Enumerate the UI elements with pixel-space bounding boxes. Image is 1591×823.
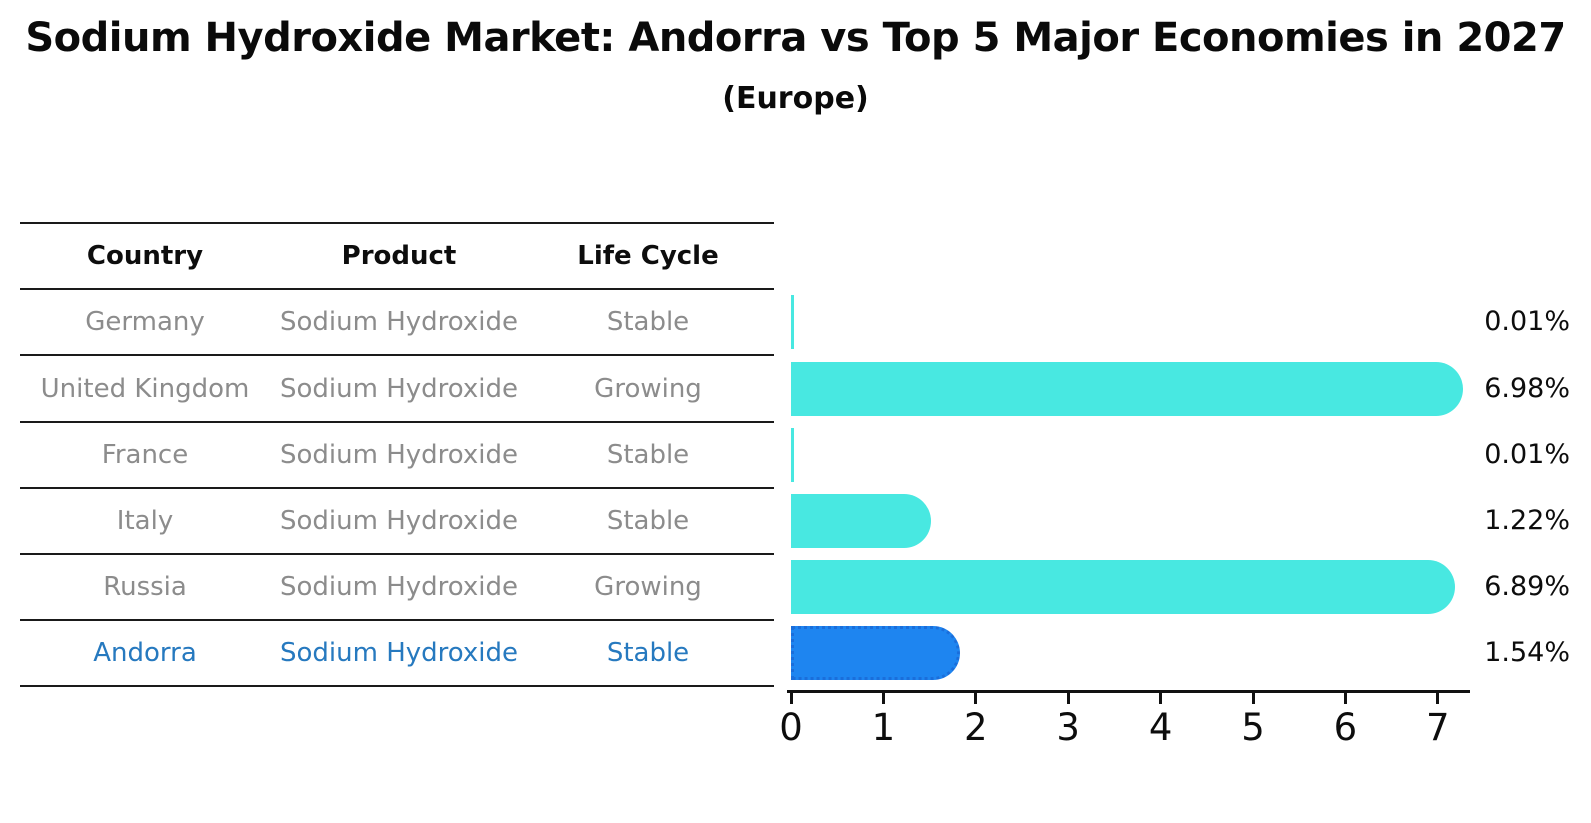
x-axis-tick-label: 1 — [871, 706, 896, 749]
bar-andorra — [791, 626, 961, 681]
bar-germany — [791, 295, 794, 350]
table-rule — [20, 420, 774, 423]
x-axis-tick — [1159, 693, 1163, 704]
cell-country: Germany — [85, 307, 205, 338]
bar-united-kingdom — [791, 361, 1463, 416]
cell-life-cycle: Growing — [594, 572, 702, 603]
cell-product: Sodium Hydroxide — [280, 505, 518, 536]
table-rule — [20, 619, 774, 622]
cell-country: France — [101, 439, 189, 470]
table-rule — [20, 486, 774, 489]
bar-value-label: 6.89% — [1484, 571, 1570, 603]
cell-country: Andorra — [93, 638, 197, 669]
x-axis-line — [787, 690, 1470, 693]
table-rule — [20, 354, 774, 357]
x-axis-tick-label: 5 — [1241, 706, 1265, 749]
x-axis-tick — [1343, 693, 1347, 704]
bar-italy — [791, 493, 931, 548]
x-axis-tick — [881, 693, 885, 704]
bar-value-label: 6.98% — [1484, 372, 1570, 404]
x-axis-tick — [1251, 693, 1255, 704]
table-rule — [20, 553, 774, 555]
bar-russia — [791, 560, 1455, 615]
cell-life-cycle: Growing — [594, 373, 702, 404]
chart-subtitle: (Europe) — [722, 81, 869, 116]
cell-product: Sodium Hydroxide — [280, 638, 518, 669]
x-axis-tick-label: 0 — [779, 706, 803, 749]
bar-value-label: 0.01% — [1484, 438, 1570, 470]
cell-product: Sodium Hydroxide — [280, 572, 518, 603]
x-axis-tick — [1436, 693, 1440, 704]
bar-value-label: 0.01% — [1484, 306, 1570, 338]
table-rule — [20, 288, 774, 291]
cell-country: Russia — [103, 572, 187, 603]
cell-country: Italy — [116, 505, 174, 536]
x-axis-tick-label: 2 — [964, 706, 988, 749]
x-axis-tick-label: 7 — [1426, 706, 1450, 749]
cell-life-cycle: Stable — [606, 638, 690, 669]
cell-life-cycle: Stable — [606, 307, 690, 338]
x-axis-tick-label: 3 — [1056, 706, 1080, 749]
cell-life-cycle: Stable — [606, 439, 690, 470]
table-rule — [20, 222, 774, 224]
chart-title: Sodium Hydroxide Market: Andorra vs Top … — [25, 15, 1566, 61]
column-header-life-cycle: Life Cycle — [577, 241, 719, 271]
cell-product: Sodium Hydroxide — [280, 439, 518, 470]
bar-france — [791, 427, 794, 482]
x-axis-tick — [789, 693, 793, 704]
x-axis-tick — [1066, 693, 1070, 704]
bar-value-label: 1.22% — [1484, 504, 1570, 536]
x-axis-tick-label: 6 — [1333, 706, 1358, 749]
bar-value-label: 1.54% — [1484, 637, 1570, 669]
x-axis-tick-label: 4 — [1148, 706, 1173, 749]
cell-country: United Kingdom — [40, 373, 250, 404]
x-axis-tick — [974, 693, 978, 704]
column-header-country: Country — [86, 241, 204, 271]
column-header-product: Product — [341, 241, 457, 271]
cell-product: Sodium Hydroxide — [280, 307, 518, 338]
table-rule — [20, 685, 774, 688]
cell-product: Sodium Hydroxide — [280, 373, 518, 404]
cell-life-cycle: Stable — [606, 505, 690, 536]
